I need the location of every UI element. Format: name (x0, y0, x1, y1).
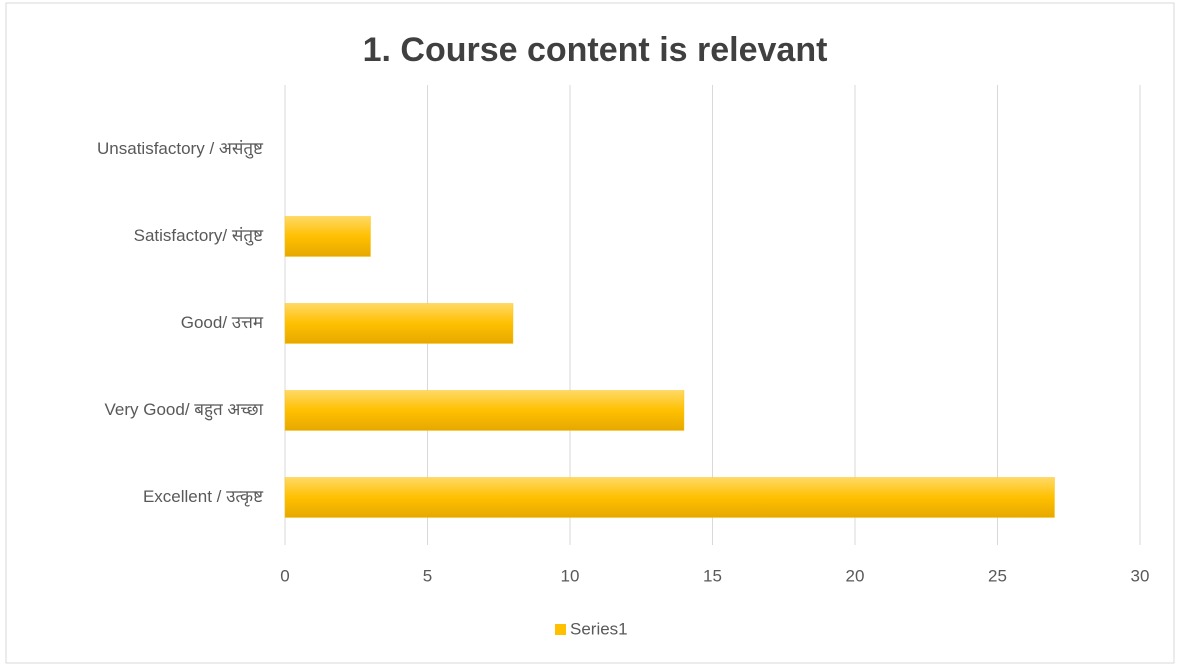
y-tick-label: Excellent / उत्कृष्ट (143, 487, 264, 507)
x-tick-label: 5 (423, 566, 432, 585)
chart-border (5, 2, 1175, 664)
legend-label: Series1 (570, 619, 628, 638)
bar (284, 303, 514, 344)
y-tick-label: Unsatisfactory / असंतुष्ट (97, 139, 264, 159)
x-tick-label: 0 (280, 566, 289, 585)
chart-title: 1. Course content is relevant (363, 31, 828, 69)
bar (284, 390, 685, 431)
bar (284, 216, 371, 257)
x-tick-label: 10 (561, 566, 580, 585)
y-tick-label: Good/ उत्तम (181, 313, 264, 332)
y-tick-label: Very Good/ बहुत अच्छा (105, 400, 264, 421)
x-tick-label: 20 (846, 566, 865, 585)
bar (284, 477, 1055, 518)
x-tick-label: 30 (1131, 566, 1150, 585)
x-tick-label: 15 (703, 566, 722, 585)
x-tick-label: 25 (988, 566, 1007, 585)
legend-swatch (555, 624, 566, 635)
y-tick-label: Satisfactory/ संतुष्ट (134, 226, 264, 246)
